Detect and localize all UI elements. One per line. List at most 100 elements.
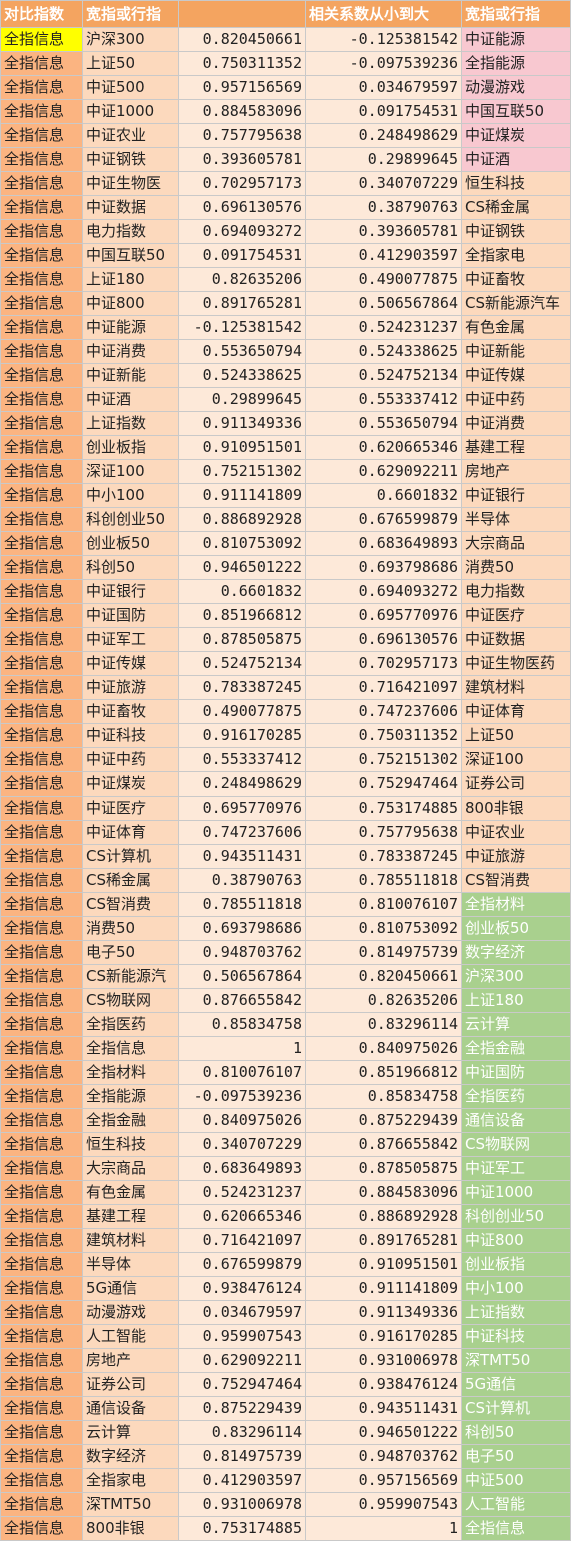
index-a-cell[interactable]: 中证畜牧 xyxy=(82,699,179,725)
index-b-cell[interactable]: 中证生物医药 xyxy=(461,651,571,677)
index-b-cell[interactable]: CS智消费 xyxy=(461,867,571,893)
sorted-correlation-cell[interactable]: 0.034679597 xyxy=(305,75,462,101)
sorted-correlation-cell[interactable]: 0.38790763 xyxy=(305,195,462,221)
sorted-correlation-cell[interactable]: 1 xyxy=(305,1515,462,1542)
compare-index-cell[interactable]: 全指信息 xyxy=(0,1251,83,1277)
sorted-correlation-cell[interactable]: 0.851966812 xyxy=(305,1059,462,1085)
index-b-cell[interactable]: 中证国防 xyxy=(461,1059,571,1085)
correlation-cell[interactable]: 0.629092211 xyxy=(178,1347,306,1373)
compare-index-cell[interactable]: 全指信息 xyxy=(0,1395,83,1421)
index-b-cell[interactable]: 全指医药 xyxy=(461,1083,571,1109)
correlation-cell[interactable]: 0.694093272 xyxy=(178,219,306,245)
compare-index-cell[interactable]: 全指信息 xyxy=(0,75,83,101)
compare-index-cell[interactable]: 全指信息 xyxy=(0,1035,83,1061)
sorted-correlation-cell[interactable]: 0.753174885 xyxy=(305,795,462,821)
index-b-cell[interactable]: 人工智能 xyxy=(461,1491,571,1517)
sorted-correlation-cell[interactable]: 0.946501222 xyxy=(305,1419,462,1445)
correlation-cell[interactable]: 0.876655842 xyxy=(178,987,306,1013)
compare-index-cell[interactable]: 全指信息 xyxy=(0,1443,83,1469)
sorted-correlation-cell[interactable]: 0.6601832 xyxy=(305,483,462,509)
compare-index-cell[interactable]: 全指信息 xyxy=(0,795,83,821)
compare-index-cell[interactable]: 全指信息 xyxy=(0,123,83,149)
index-a-cell[interactable]: 中证煤炭 xyxy=(82,771,179,797)
index-b-cell[interactable]: 大宗商品 xyxy=(461,531,571,557)
index-b-cell[interactable]: 中国互联50 xyxy=(461,99,571,125)
correlation-cell[interactable]: 0.702957173 xyxy=(178,171,306,197)
compare-index-cell[interactable]: 全指信息 xyxy=(0,267,83,293)
compare-index-cell[interactable]: 全指信息 xyxy=(0,1515,83,1542)
sorted-correlation-cell[interactable]: 0.959907543 xyxy=(305,1491,462,1517)
correlation-cell[interactable]: 0.938476124 xyxy=(178,1275,306,1301)
sorted-correlation-cell[interactable]: 0.938476124 xyxy=(305,1371,462,1397)
sorted-correlation-cell[interactable]: -0.125381542 xyxy=(305,26,462,53)
index-a-cell[interactable]: 中证传媒 xyxy=(82,651,179,677)
index-a-cell[interactable]: CS稀金属 xyxy=(82,867,179,893)
index-a-cell[interactable]: 上证180 xyxy=(82,267,179,293)
index-a-cell[interactable]: 全指医药 xyxy=(82,1011,179,1037)
compare-index-cell[interactable]: 全指信息 xyxy=(0,387,83,413)
correlation-cell[interactable]: 0.948703762 xyxy=(178,939,306,965)
correlation-cell[interactable]: 0.785511818 xyxy=(178,891,306,917)
compare-index-cell[interactable]: 全指信息 xyxy=(0,675,83,701)
sorted-correlation-cell[interactable]: 0.85834758 xyxy=(305,1083,462,1109)
correlation-cell[interactable]: 0.878505875 xyxy=(178,627,306,653)
correlation-cell[interactable]: 0.29899645 xyxy=(178,387,306,413)
correlation-cell[interactable]: 0.884583096 xyxy=(178,99,306,125)
index-a-cell[interactable]: 电力指数 xyxy=(82,219,179,245)
sorted-correlation-cell[interactable]: 0.693798686 xyxy=(305,555,462,581)
correlation-cell[interactable]: 0.82635206 xyxy=(178,267,306,293)
index-a-cell[interactable]: 建筑材料 xyxy=(82,1227,179,1253)
sorted-correlation-cell[interactable]: 0.785511818 xyxy=(305,867,462,893)
index-b-cell[interactable]: 中证800 xyxy=(461,1227,571,1253)
index-b-cell[interactable]: 中证畜牧 xyxy=(461,267,571,293)
correlation-cell[interactable]: 0.676599879 xyxy=(178,1251,306,1277)
sorted-correlation-cell[interactable]: 0.524752134 xyxy=(305,363,462,389)
compare-index-cell[interactable]: 全指信息 xyxy=(0,819,83,845)
index-a-cell[interactable]: 有色金属 xyxy=(82,1179,179,1205)
correlation-cell[interactable]: 0.752947464 xyxy=(178,1371,306,1397)
index-a-cell[interactable]: 证券公司 xyxy=(82,1371,179,1397)
index-a-cell[interactable]: CS智消费 xyxy=(82,891,179,917)
index-b-cell[interactable]: 上证180 xyxy=(461,987,571,1013)
compare-index-cell[interactable]: 全指信息 xyxy=(0,1227,83,1253)
index-a-cell[interactable]: 全指信息 xyxy=(82,1035,179,1061)
compare-index-cell[interactable]: 全指信息 xyxy=(0,1107,83,1133)
compare-index-cell[interactable]: 全指信息 xyxy=(0,1179,83,1205)
index-b-cell[interactable]: 证券公司 xyxy=(461,771,571,797)
compare-index-cell[interactable]: 全指信息 xyxy=(0,243,83,269)
index-a-cell[interactable]: 科创创业50 xyxy=(82,507,179,533)
sorted-correlation-cell[interactable]: 0.553650794 xyxy=(305,411,462,437)
index-b-cell[interactable]: 800非银 xyxy=(461,795,571,821)
correlation-cell[interactable]: 0.693798686 xyxy=(178,915,306,941)
index-b-cell[interactable]: 中证数据 xyxy=(461,627,571,653)
compare-index-cell[interactable]: 全指信息 xyxy=(0,1059,83,1085)
index-a-cell[interactable]: 中证数据 xyxy=(82,195,179,221)
correlation-cell[interactable]: -0.125381542 xyxy=(178,315,306,341)
compare-index-cell[interactable]: 全指信息 xyxy=(0,1275,83,1301)
sorted-correlation-cell[interactable]: 0.876655842 xyxy=(305,1131,462,1157)
sorted-correlation-cell[interactable]: 0.910951501 xyxy=(305,1251,462,1277)
index-a-cell[interactable]: 5G通信 xyxy=(82,1275,179,1301)
sorted-correlation-cell[interactable]: 0.757795638 xyxy=(305,819,462,845)
sorted-correlation-cell[interactable]: 0.091754531 xyxy=(305,99,462,125)
index-b-cell[interactable]: 中证科技 xyxy=(461,1323,571,1349)
index-b-cell[interactable]: 沪深300 xyxy=(461,963,571,989)
index-b-cell[interactable]: CS物联网 xyxy=(461,1131,571,1157)
compare-index-cell[interactable]: 全指信息 xyxy=(0,1323,83,1349)
index-a-cell[interactable]: 半导体 xyxy=(82,1251,179,1277)
compare-index-cell[interactable]: 全指信息 xyxy=(0,1203,83,1229)
sorted-correlation-cell[interactable]: 0.695770976 xyxy=(305,603,462,629)
sorted-correlation-cell[interactable]: 0.916170285 xyxy=(305,1323,462,1349)
index-a-cell[interactable]: 深证100 xyxy=(82,459,179,485)
correlation-cell[interactable]: 0.696130576 xyxy=(178,195,306,221)
index-a-cell[interactable]: 数字经济 xyxy=(82,1443,179,1469)
index-b-cell[interactable]: 中证500 xyxy=(461,1467,571,1493)
index-b-cell[interactable]: 中证医疗 xyxy=(461,603,571,629)
sorted-correlation-cell[interactable]: -0.097539236 xyxy=(305,51,462,77)
index-b-cell[interactable]: 动漫游戏 xyxy=(461,75,571,101)
index-a-cell[interactable]: 中证500 xyxy=(82,75,179,101)
compare-index-cell[interactable]: 全指信息 xyxy=(0,1467,83,1493)
index-a-cell[interactable]: 人工智能 xyxy=(82,1323,179,1349)
index-a-cell[interactable]: 全指材料 xyxy=(82,1059,179,1085)
index-b-cell[interactable]: 中证消费 xyxy=(461,411,571,437)
